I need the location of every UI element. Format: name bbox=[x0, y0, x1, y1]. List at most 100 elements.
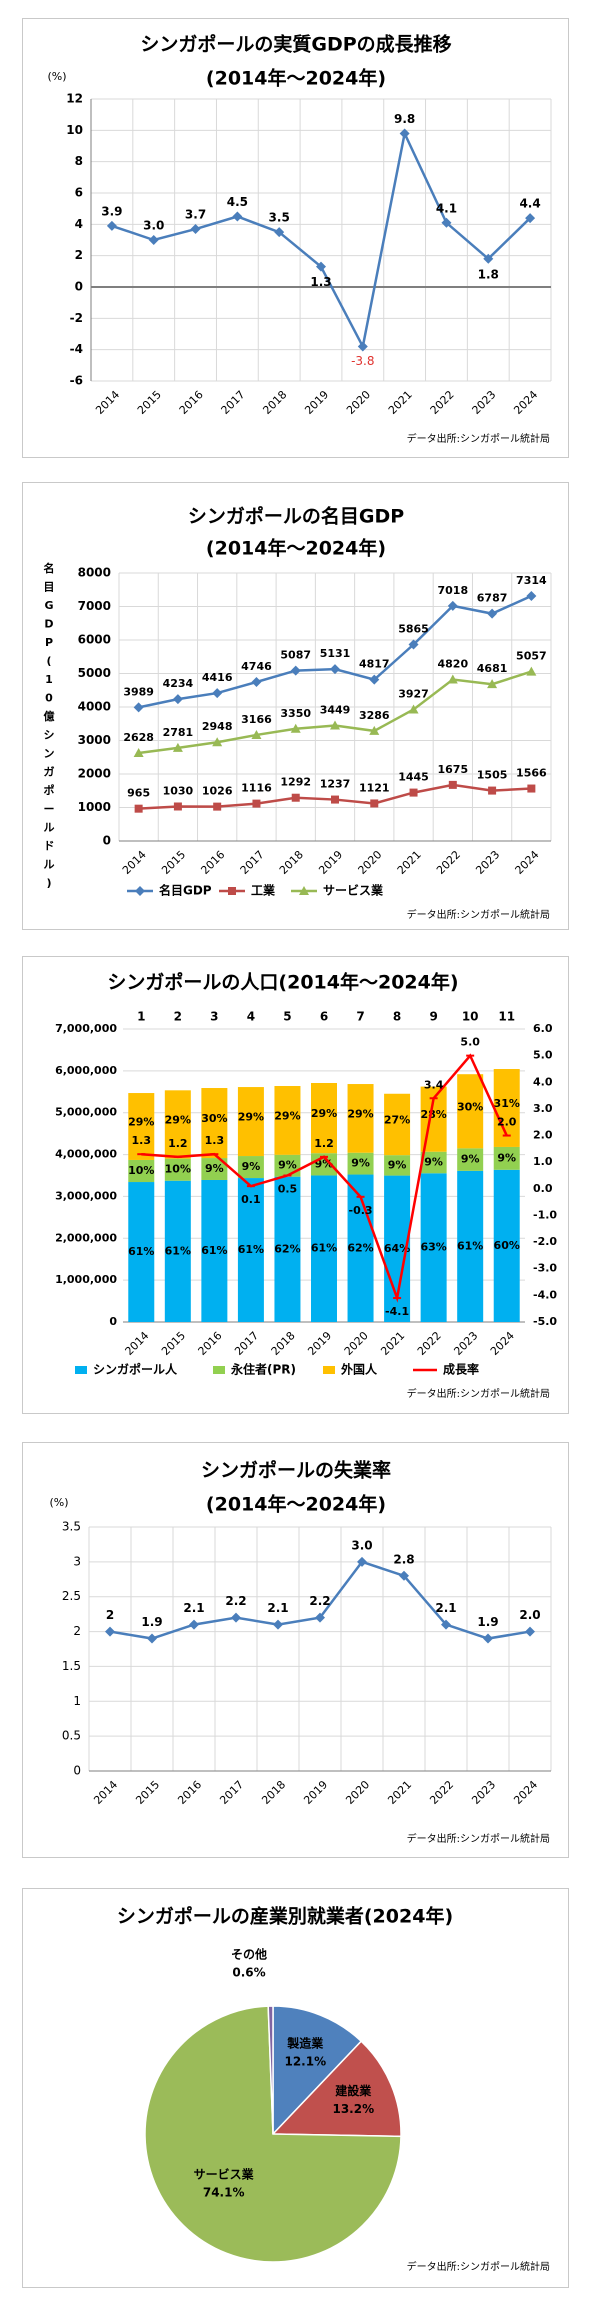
y-tick-label: 2000 bbox=[78, 767, 111, 781]
y-tick-label: 2 bbox=[73, 1624, 81, 1638]
data-point bbox=[290, 665, 301, 676]
y-tick-label: 8 bbox=[75, 154, 83, 168]
bar-segment-0 bbox=[420, 1173, 447, 1322]
bar-segment-1 bbox=[384, 1155, 411, 1176]
y-tick-label: -2 bbox=[70, 311, 83, 325]
data-point bbox=[251, 677, 262, 688]
legend-label: シンガポール人 bbox=[93, 1362, 178, 1377]
top-axis-label: 4 bbox=[247, 1010, 255, 1024]
y-tick-label: 1000 bbox=[78, 800, 111, 814]
y-axis-title-char: D bbox=[44, 618, 53, 631]
y-tick-label: 1,000,000 bbox=[55, 1273, 117, 1286]
y-tick-label: 3000 bbox=[78, 733, 111, 747]
data-point bbox=[447, 600, 458, 611]
data-point bbox=[330, 720, 340, 730]
data-point bbox=[291, 793, 300, 802]
data-label: 4820 bbox=[438, 658, 469, 671]
top-axis-label: 7 bbox=[356, 1010, 364, 1024]
growth-rate-label: 5.0 bbox=[460, 1036, 480, 1049]
y-axis-title-char: 0 bbox=[45, 692, 53, 705]
data-label: 965 bbox=[127, 787, 150, 800]
x-tick-label: 2022 bbox=[415, 1329, 444, 1358]
bar-label: 63% bbox=[420, 1241, 446, 1254]
data-point bbox=[172, 742, 183, 752]
x-tick-label: 2021 bbox=[395, 848, 424, 877]
data-point bbox=[527, 784, 536, 793]
x-tick-label: 2020 bbox=[343, 1778, 372, 1807]
data-point bbox=[408, 704, 419, 714]
x-tick-label: 2016 bbox=[177, 388, 206, 417]
growth-rate-label: 0.1 bbox=[241, 1193, 261, 1206]
x-tick-label: 2015 bbox=[159, 1329, 188, 1358]
chart-subtitle: (2014年〜2024年) bbox=[206, 537, 386, 560]
x-tick-label: 2022 bbox=[428, 388, 457, 417]
chart-employment-by-industry: シンガポールの産業別就業者(2024年) 製造業 12.1% 建設業 13.2% サービス… bbox=[22, 1888, 569, 2288]
data-point bbox=[148, 235, 159, 245]
y-axis-title-char: ル bbox=[44, 858, 55, 871]
data-point bbox=[172, 694, 183, 705]
real-gdp-growth-svg: シンガポールの実質GDPの成長推移 (2014年〜2024年) (%) -6 -4 -2 0… bbox=[47, 33, 552, 445]
data-point bbox=[525, 213, 536, 224]
data-label: 4681 bbox=[477, 662, 508, 675]
bar-segment-2 bbox=[384, 1093, 411, 1156]
bar-segment-0 bbox=[311, 1175, 337, 1322]
legend-marker bbox=[228, 887, 236, 895]
y2-tick-label: -3.0 bbox=[533, 1262, 557, 1275]
y2-tick-label: 0.0 bbox=[533, 1182, 553, 1195]
data-label: 2948 bbox=[202, 720, 233, 733]
y-tick-label: 0 bbox=[103, 834, 111, 848]
x-tick-label: 2024 bbox=[513, 848, 542, 877]
data-point bbox=[134, 804, 143, 813]
data-point bbox=[488, 786, 497, 795]
bar-label: 61% bbox=[128, 1245, 154, 1258]
bar-label: 61% bbox=[457, 1239, 483, 1252]
data-point bbox=[147, 1633, 157, 1644]
population-svg: シンガポールの人口(2014年〜2024年) 1 2 3 4 5 6 7 8 9 10 11 0 1,00… bbox=[55, 971, 557, 1401]
data-label: 4.1 bbox=[436, 201, 457, 215]
data-point bbox=[173, 802, 182, 811]
bar-label: 62% bbox=[347, 1241, 373, 1254]
bar-segment-1 bbox=[201, 1158, 228, 1180]
top-axis-label: 9 bbox=[429, 1010, 437, 1024]
y-axis-title-char: ( bbox=[46, 655, 51, 668]
data-label: 1030 bbox=[163, 784, 194, 797]
data-point bbox=[212, 737, 223, 747]
source-note: データ出所:シンガポール統計局 bbox=[407, 908, 550, 921]
pie-slice-0 bbox=[272, 2005, 363, 2136]
bar-label: 9% bbox=[278, 1159, 297, 1172]
legend-marker bbox=[135, 886, 145, 896]
data-label: 1026 bbox=[202, 785, 233, 798]
y2-tick-label: -2.0 bbox=[533, 1235, 557, 1248]
x-tick-label: 2023 bbox=[451, 1329, 480, 1358]
bar-segment-1 bbox=[457, 1148, 484, 1171]
slice-name-label: 製造業 bbox=[286, 2036, 324, 2051]
bar-label: 62% bbox=[274, 1242, 300, 1255]
chart-subtitle: (2014年〜2024年) bbox=[206, 1493, 386, 1516]
data-label: 2 bbox=[106, 1608, 114, 1622]
bar-label: 9% bbox=[497, 1151, 516, 1164]
y2-tick-label: -5.0 bbox=[533, 1315, 557, 1328]
bar-label: 29% bbox=[274, 1109, 300, 1122]
bar-segment-1 bbox=[347, 1152, 374, 1175]
x-tick-label: 2017 bbox=[232, 1329, 261, 1358]
data-point bbox=[252, 799, 261, 808]
y-tick-label: 0 bbox=[109, 1315, 117, 1328]
growth-rate-label: -0.3 bbox=[349, 1204, 373, 1217]
slice-name-label: 建設業 bbox=[334, 2083, 372, 2098]
bar-segment-1 bbox=[311, 1153, 337, 1176]
bar-segment-2 bbox=[237, 1087, 264, 1157]
source-note: データ出所:シンガポール統計局 bbox=[407, 2260, 550, 2273]
bar-label: 10% bbox=[128, 1164, 154, 1177]
x-tick-label: 2014 bbox=[123, 1329, 152, 1358]
legend-label: 名目GDP bbox=[159, 883, 212, 898]
bar-label: 10% bbox=[165, 1163, 191, 1176]
data-label: 2.2 bbox=[225, 1594, 246, 1608]
x-tick-label: 2021 bbox=[386, 388, 415, 417]
data-label: 3927 bbox=[398, 687, 429, 700]
bar-segment-0 bbox=[237, 1178, 264, 1322]
top-axis-label: 2 bbox=[174, 1010, 182, 1024]
x-tick-label: 2024 bbox=[511, 388, 540, 417]
bar-segment-2 bbox=[164, 1090, 191, 1159]
chart-title: シンガポールの失業率 bbox=[201, 1459, 391, 1482]
data-label: 2.1 bbox=[267, 1601, 288, 1615]
